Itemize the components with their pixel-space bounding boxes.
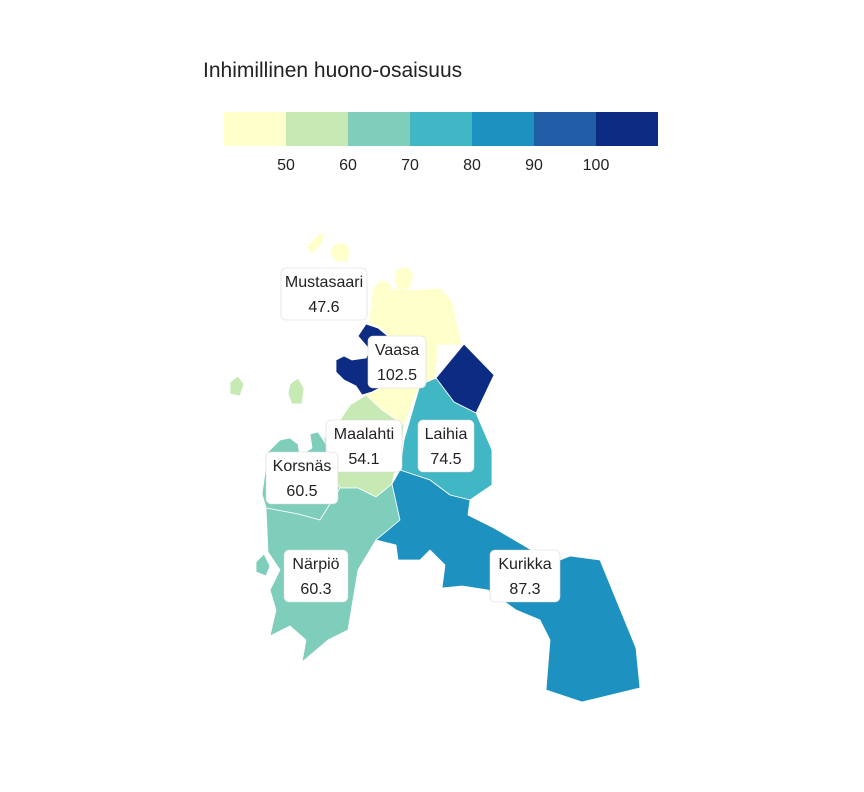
label-mustasaari: Mustasaari 47.6 [280,267,368,321]
region-name: Vaasa [375,342,419,359]
legend-bin [596,112,658,146]
region-value: 87.3 [509,581,540,598]
legend-bin [534,112,596,146]
region-value: 47.6 [308,299,339,316]
label-maalahti: Maalahti 54.1 [325,419,403,473]
region-shape [255,553,271,577]
label-box [367,335,427,389]
label-korsnas: Korsnäs 60.5 [265,451,339,505]
region-value: 102.5 [377,367,417,384]
region-value: 74.5 [430,451,461,468]
region-labels: Mustasaari 47.6 Vaasa 102.5 Maalahti 54.… [265,267,561,603]
legend-tick-label: 70 [401,157,419,174]
legend-tick-label: 90 [525,157,543,174]
label-box [325,419,403,473]
legend-tick-label: 100 [583,157,610,174]
region-value: 60.5 [286,483,317,500]
region-name: Kurikka [498,556,551,573]
region-shape [287,377,305,405]
region-name: Laihia [425,426,468,443]
legend-bin [224,112,286,146]
region-shape [329,241,351,263]
region-value: 60.3 [300,581,331,598]
region-shape [393,265,415,291]
legend: Inhimillinen huono-osaisuus 50 60 70 80 90 10… [203,59,658,174]
legend-tick-label: 50 [277,157,295,174]
legend-tick-label: 80 [463,157,481,174]
label-box [280,267,368,321]
region-name: Maalahti [334,426,394,443]
label-narpio: Närpiö 60.3 [283,549,349,603]
legend-bin [286,112,348,146]
legend-ticks: 50 60 70 80 90 100 [277,157,609,174]
legend-color-bar [224,112,658,146]
legend-bin [410,112,472,146]
label-laihia: Laihia 74.5 [417,419,475,473]
legend-bin [472,112,534,146]
region-name: Mustasaari [285,274,363,291]
label-box [283,549,349,603]
label-kurikka: Kurikka 87.3 [489,549,561,603]
region-shape [229,375,245,397]
label-box [265,451,339,505]
region-name: Korsnäs [273,458,332,475]
region-shape [305,231,325,255]
label-box [417,419,475,473]
label-vaasa: Vaasa 102.5 [367,335,427,389]
region-name: Närpiö [292,556,339,573]
label-box [489,549,561,603]
region-value: 54.1 [348,451,379,468]
legend-bin [348,112,410,146]
legend-tick-label: 60 [339,157,357,174]
legend-title: Inhimillinen huono-osaisuus [203,59,462,82]
